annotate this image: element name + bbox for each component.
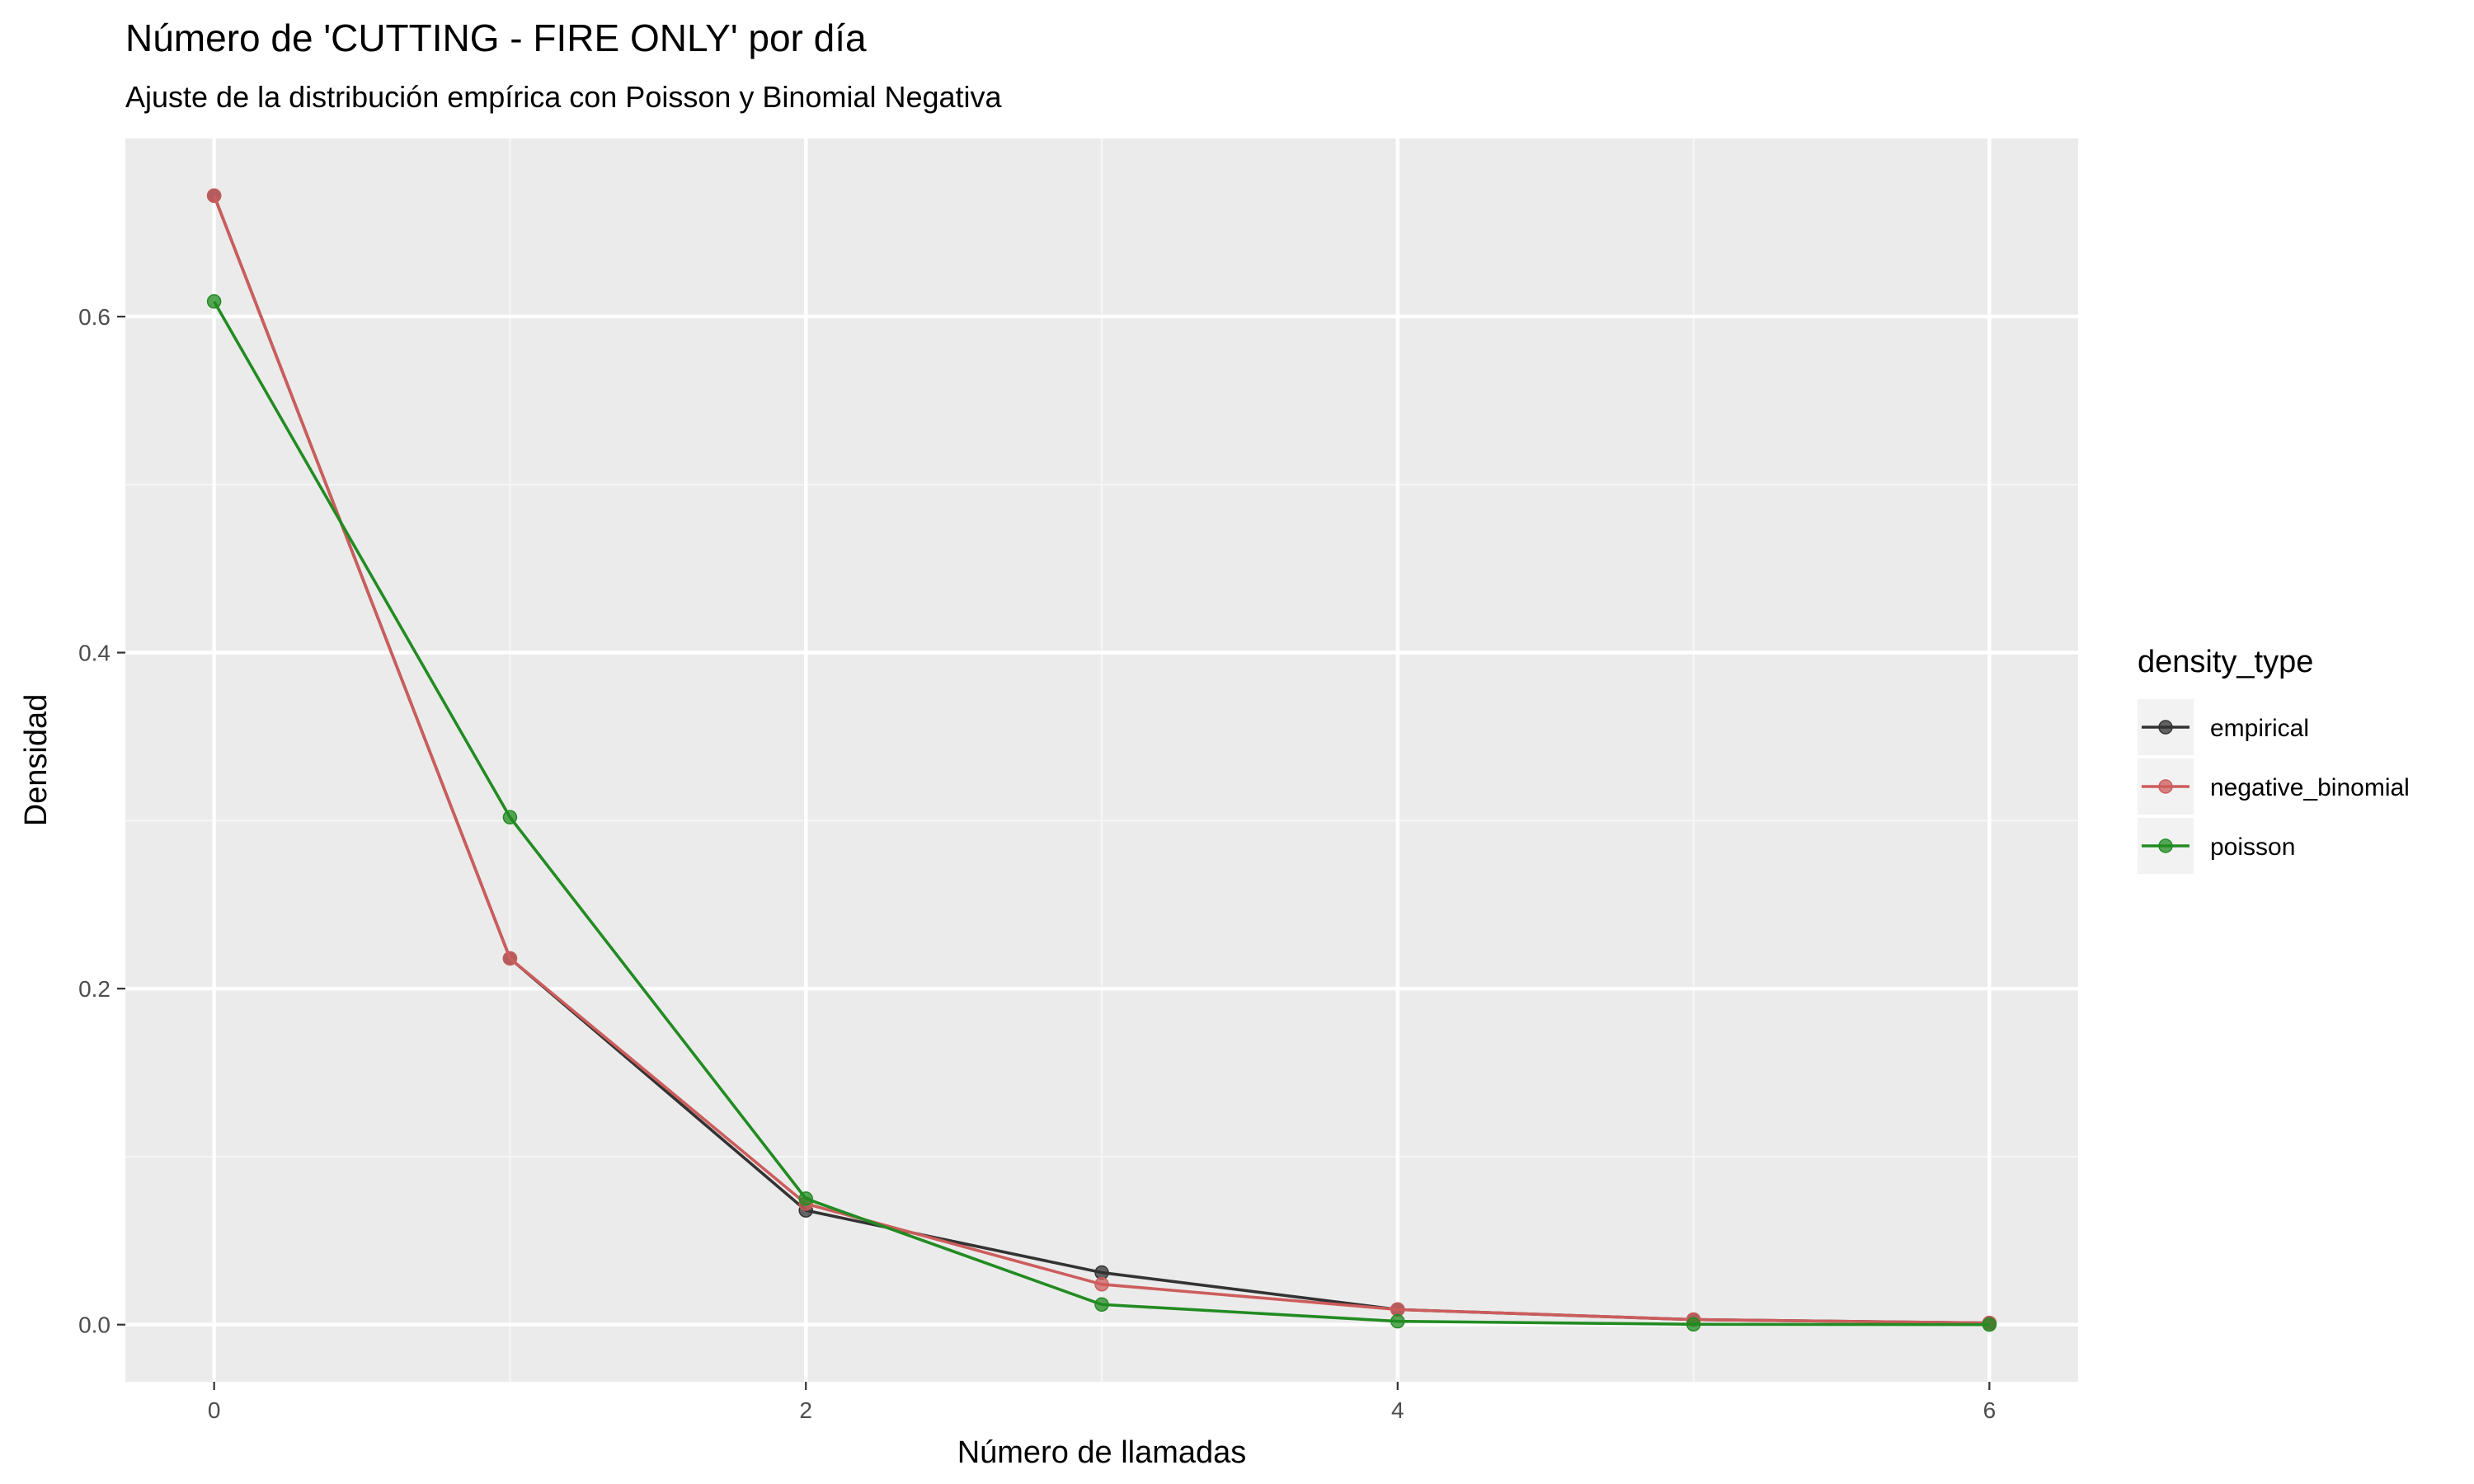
- legend-label-negative-binomial: negative_binomial: [2210, 774, 2410, 801]
- legend-label-empirical: empirical: [2210, 715, 2309, 742]
- x-tick-label: 0: [208, 1397, 221, 1423]
- data-point-poisson: [1686, 1317, 1701, 1332]
- series-poisson: [206, 294, 1997, 1332]
- y-tick-label: 0.4: [78, 641, 111, 666]
- grid-minor: [125, 139, 2078, 1382]
- x-tick-label: 6: [1983, 1397, 1997, 1423]
- y-tick-label: 0.0: [78, 1313, 111, 1338]
- data-point-negative-binomial: [502, 951, 518, 966]
- legend-label-poisson: poisson: [2210, 834, 2295, 861]
- chart-subtitle: Ajuste de la distribución empírica con P…: [125, 80, 1003, 114]
- legend-item-empirical: empirical: [2138, 699, 2309, 755]
- legend-key-point: [2158, 838, 2173, 853]
- y-tick-label: 0.2: [78, 976, 111, 1002]
- legend-item-poisson: poisson: [2138, 818, 2295, 874]
- legend-title: density_type: [2138, 645, 2313, 679]
- data-point-poisson: [1390, 1313, 1405, 1329]
- chart-title: Número de 'CUTTING - FIRE ONLY' por día: [125, 16, 867, 59]
- series-layer: [206, 188, 1997, 1332]
- data-point-poisson: [1982, 1317, 1997, 1332]
- x-axis-title: Número de llamadas: [957, 1435, 1247, 1470]
- x-tick-label: 2: [799, 1397, 812, 1423]
- y-tick-label: 0.6: [78, 304, 111, 330]
- data-point-negative-binomial: [1094, 1277, 1109, 1292]
- y-axis: 0.0 0.2 0.4 0.6: [78, 304, 125, 1338]
- data-point-poisson: [1094, 1297, 1109, 1313]
- x-axis: 0 2 4 6: [208, 1382, 1996, 1423]
- legend-item-negative-binomial: negative_binomial: [2138, 758, 2410, 815]
- legend-key-point: [2158, 720, 2173, 735]
- legend: density_type empirical negative_binomialp…: [2138, 645, 2410, 874]
- x-tick-label: 4: [1391, 1397, 1404, 1423]
- data-point-poisson: [798, 1191, 813, 1206]
- legend-key-point: [2158, 779, 2173, 794]
- y-axis-title: Densidad: [19, 694, 54, 827]
- data-point-negative-binomial: [206, 188, 222, 204]
- data-point-poisson: [502, 810, 518, 825]
- data-point-poisson: [206, 294, 222, 309]
